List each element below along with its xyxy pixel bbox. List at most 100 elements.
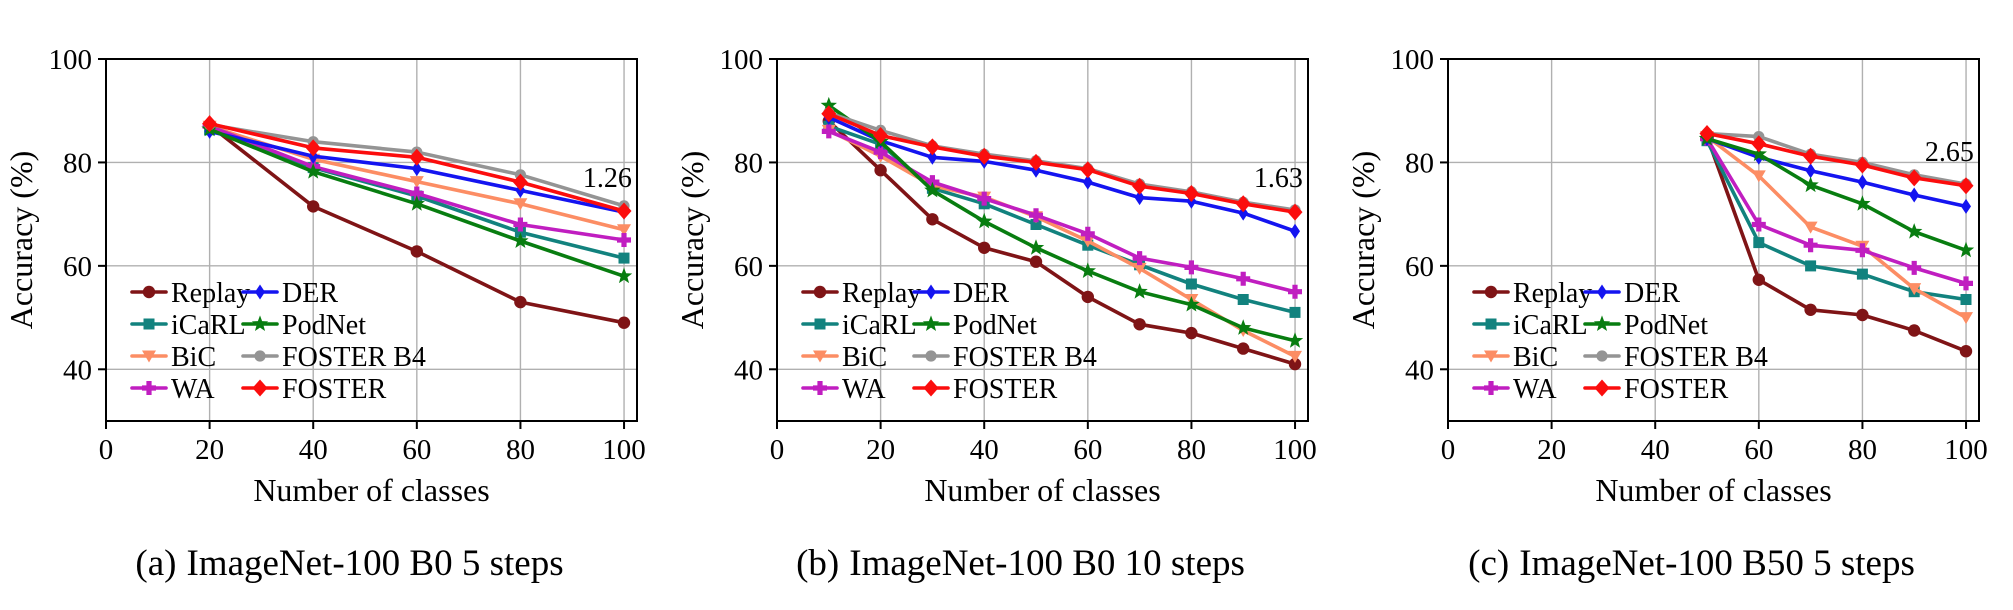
svg-text:0: 0 xyxy=(1441,434,1456,466)
marker-wa xyxy=(1855,243,1870,258)
marker-icarl xyxy=(514,226,526,238)
legend-label-foster-b4: FOSTER B4 xyxy=(1624,342,1768,373)
legend-marker-wa xyxy=(142,381,156,395)
marker-podnet xyxy=(1906,223,1923,239)
marker-replay xyxy=(1185,326,1198,340)
legend-item-podnet: PodNet xyxy=(241,310,366,341)
legend-label-bic: BiC xyxy=(842,342,887,373)
x-axis-label: Number of classes xyxy=(253,472,489,508)
svg-text:60: 60 xyxy=(734,251,763,283)
marker-icarl xyxy=(1185,278,1197,290)
marker-bic xyxy=(617,224,631,237)
panel-a: 0 20 40 60 80 100 40 60 80 100 Number of classes Ac… xyxy=(0,0,671,610)
marker-foster xyxy=(1854,156,1870,174)
legend-label-der: DER xyxy=(282,278,338,309)
marker-wa xyxy=(513,217,528,232)
legend-item-replay: Replay xyxy=(1472,278,1592,309)
legend-marker-foster-b4 xyxy=(254,350,266,362)
marker-podnet xyxy=(408,195,425,211)
marker-foster xyxy=(202,115,218,133)
legend-marker-der xyxy=(926,284,936,300)
caption-c-label: ImageNet-100 B50 5 steps xyxy=(1519,543,1915,584)
marker-der xyxy=(411,161,422,177)
legend-label-der: DER xyxy=(1624,278,1680,309)
caption-a-label: ImageNet-100 B0 5 steps xyxy=(186,543,564,584)
gap-annotation: 1.26 xyxy=(583,163,632,194)
tick-labels: 0 20 40 60 80 100 40 60 80 100 xyxy=(1391,44,1988,466)
marker-der xyxy=(1961,198,1971,214)
chart-b: 0 20 40 60 80 100 40 60 80 100 Number of classes Ac… xyxy=(674,44,1317,508)
marker-replay xyxy=(1237,342,1250,355)
legend-item-der: DER xyxy=(241,278,338,309)
legend-marker-foster xyxy=(252,379,268,397)
marker-replay xyxy=(410,245,423,258)
marker-icarl xyxy=(1237,294,1249,305)
marker-icarl xyxy=(618,252,630,264)
marker-der xyxy=(1082,174,1093,190)
tick-labels: 0 20 40 60 80 100 40 60 80 100 xyxy=(49,44,646,466)
marker-wa xyxy=(1959,276,1973,291)
legend-label-foster-b4: FOSTER B4 xyxy=(282,342,426,373)
svg-text:80: 80 xyxy=(63,147,92,179)
legend-label-icarl: iCaRL xyxy=(842,310,917,341)
svg-text:40: 40 xyxy=(1641,434,1670,466)
marker-podnet xyxy=(820,96,837,113)
legend-item-icarl: iCaRL xyxy=(1472,310,1588,341)
marker-der xyxy=(1857,174,1868,190)
marker-replay xyxy=(1029,255,1043,268)
legend-item-bic: BiC xyxy=(1472,342,1558,373)
legend-item-icarl: iCaRL xyxy=(130,310,246,341)
svg-text:60: 60 xyxy=(1405,251,1434,283)
svg-text:20: 20 xyxy=(1537,434,1566,466)
marker-podnet xyxy=(1802,176,1819,193)
marker-foster xyxy=(1751,135,1767,153)
marker-der xyxy=(1134,190,1145,206)
marker-foster xyxy=(1132,177,1148,195)
legend-item-foster: FOSTER xyxy=(912,374,1058,405)
marker-foster xyxy=(1699,125,1715,142)
marker-replay xyxy=(1081,290,1094,304)
marker-wa xyxy=(1132,251,1147,266)
chart-c: 0 20 40 60 80 100 40 60 80 100 Number of classes Ac… xyxy=(1345,44,1988,508)
marker-bic xyxy=(1907,283,1922,296)
marker-podnet xyxy=(1027,239,1045,255)
legend-label-bic: BiC xyxy=(1513,342,1558,373)
marker-podnet xyxy=(1854,195,1871,211)
legend-label-wa: WA xyxy=(1513,374,1557,405)
legend-marker-icarl xyxy=(814,318,826,330)
marker-foster xyxy=(821,105,837,123)
legend-marker-wa xyxy=(1484,381,1498,395)
caption-b: (b) ImageNet-100 B0 10 steps xyxy=(671,542,1342,585)
legend-item-wa: WA xyxy=(130,374,215,405)
marker-icarl xyxy=(1960,294,1972,305)
marker-wa xyxy=(1236,271,1251,286)
y-axis-label: Accuracy (%) xyxy=(674,151,710,330)
svg-text:100: 100 xyxy=(1944,434,1988,466)
marker-replay xyxy=(307,200,320,213)
svg-text:100: 100 xyxy=(1273,434,1317,466)
marker-wa xyxy=(1029,208,1043,223)
marker-wa xyxy=(1907,260,1922,275)
svg-text:40: 40 xyxy=(970,434,999,466)
svg-text:80: 80 xyxy=(1177,434,1206,466)
axis-ticks xyxy=(769,58,1297,429)
marker-replay xyxy=(617,316,631,329)
marker-podnet xyxy=(924,181,941,198)
svg-text:20: 20 xyxy=(195,434,224,466)
legend-label-bic: BiC xyxy=(171,342,216,373)
marker-foster xyxy=(616,202,632,220)
legend-marker-der xyxy=(255,284,265,300)
legend-marker-der xyxy=(1597,284,1607,300)
legend-marker-wa xyxy=(813,381,827,395)
marker-foster xyxy=(305,139,321,157)
marker-podnet xyxy=(305,163,322,179)
tick-labels: 0 20 40 60 80 100 40 60 80 100 xyxy=(720,44,1317,466)
marker-wa xyxy=(617,233,631,247)
marker-der xyxy=(1290,223,1300,239)
svg-text:40: 40 xyxy=(1405,354,1434,386)
legend-item-podnet: PodNet xyxy=(912,310,1037,341)
legend-marker-foster-b4 xyxy=(925,350,937,362)
svg-text:80: 80 xyxy=(734,147,763,179)
marker-replay xyxy=(1133,318,1146,331)
marker-foster xyxy=(1906,169,1922,187)
